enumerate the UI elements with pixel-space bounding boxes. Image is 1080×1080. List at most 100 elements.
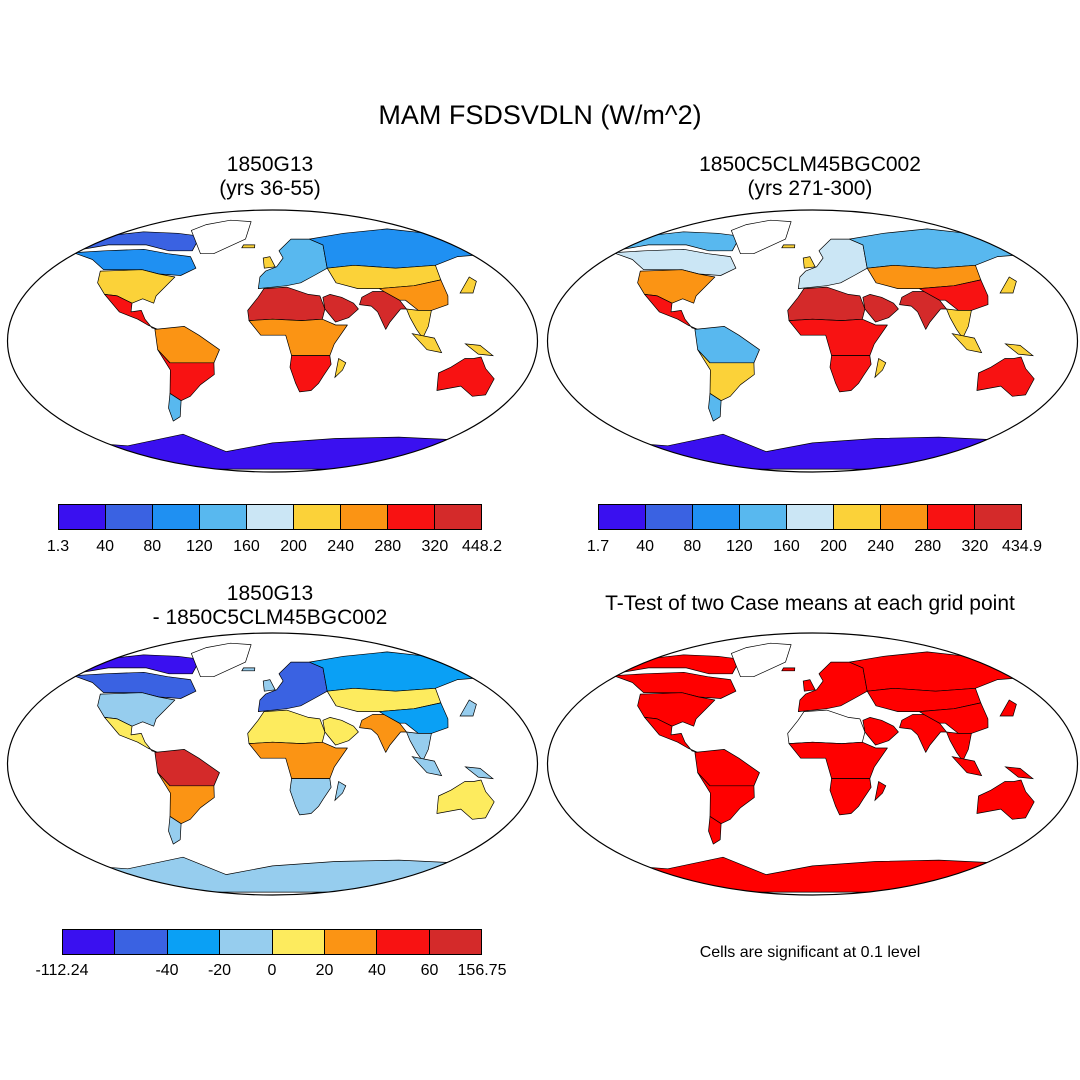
- region-mexico: [104, 717, 159, 753]
- region-island: [464, 343, 495, 357]
- region-south-africa: [829, 778, 872, 816]
- region-island: [951, 333, 983, 354]
- region-india: [359, 714, 407, 753]
- colorbar-tick-label: 320: [961, 538, 989, 555]
- region-greenland: [190, 219, 252, 255]
- region-australia: [436, 779, 495, 820]
- region-se-asia: [406, 308, 432, 339]
- region-canada: [596, 671, 737, 699]
- region-island: [262, 679, 276, 692]
- region-island: [464, 766, 495, 780]
- region-se-asia: [946, 731, 972, 762]
- region-arctic: [56, 231, 201, 255]
- region-patagonia: [708, 393, 722, 422]
- colorbar-swatch: [881, 505, 928, 529]
- colorbar-swatch: [200, 505, 247, 529]
- region-arctic: [596, 654, 741, 678]
- region-island: [411, 756, 443, 777]
- region-island: [874, 780, 887, 802]
- colorbar-tick-label: 80: [683, 538, 702, 555]
- region-island: [1042, 389, 1066, 409]
- colorbar-swatch: [324, 930, 378, 954]
- region-island: [874, 357, 887, 379]
- colorbar-tick-label: 160: [773, 538, 800, 555]
- region-island: [502, 812, 526, 832]
- colorbar-swatch: [787, 505, 834, 529]
- region-island: [334, 357, 347, 379]
- colorbar-diff: [62, 929, 482, 955]
- colorbar-swatch: [377, 930, 430, 954]
- region-island: [999, 276, 1017, 294]
- region-island: [459, 699, 477, 717]
- colorbar-swatch: [153, 505, 200, 529]
- region-sahara: [787, 286, 866, 321]
- colorbar-tick-label: 200: [280, 538, 307, 555]
- region-island: [502, 389, 526, 409]
- colorbar-swatch: [429, 930, 481, 954]
- colorbar-tick-label: 120: [725, 538, 753, 555]
- region-island: [999, 699, 1017, 717]
- colorbar-swatch: [435, 505, 481, 529]
- region-island: [241, 667, 256, 672]
- panel-title-line1: 1850G13: [226, 582, 314, 605]
- region-south-sa: [157, 349, 215, 402]
- colorbar-tick-label: 200: [820, 538, 847, 555]
- colorbar-tick-label: -20: [207, 962, 232, 979]
- colorbar-swatch: [106, 505, 153, 529]
- region-greenland: [190, 642, 252, 678]
- colorbar-tick-label: 1.7: [586, 538, 610, 555]
- colorbar-tick-label: 40: [636, 538, 655, 555]
- colorbar-swatch: [272, 930, 325, 954]
- panel-title-case2: 1850C5CLM45BGC002 (yrs 271-300): [610, 153, 1010, 201]
- colorbar-swatch: [388, 505, 435, 529]
- map-panel-case1: [6, 209, 539, 473]
- map-panel-case2: [546, 209, 1079, 473]
- map-panel-diff: [6, 632, 539, 896]
- colorbar-tick-label: 320: [421, 538, 449, 555]
- colorbar-swatch: [740, 505, 787, 529]
- region-siberia: [848, 651, 1037, 692]
- region-europe: [797, 238, 868, 289]
- colorbar-swatch: [834, 505, 881, 529]
- region-patagonia: [708, 816, 722, 845]
- region-west-africa: [788, 741, 888, 779]
- colorbar-tick-label: 1.3: [46, 538, 70, 555]
- colorbar-tick-label: 448.2: [461, 538, 503, 555]
- colorbar-swatch: [928, 505, 975, 529]
- panel-title-ttest: T-Test of two Case means at each grid po…: [545, 592, 1075, 616]
- region-west-africa: [788, 318, 888, 356]
- region-canada: [56, 248, 197, 276]
- colorbar-swatch: [975, 505, 1021, 529]
- colorbar-tick-label: 60: [420, 962, 439, 979]
- colorbar-case2: [598, 504, 1022, 530]
- colorbar-tick-label: 434.9: [1001, 538, 1043, 555]
- region-canada: [596, 248, 737, 276]
- figure-title: MAM FSDSVDLN (W/m^2): [378, 100, 702, 130]
- colorbar-swatch: [294, 505, 341, 529]
- colorbar-tick-label: 120: [185, 538, 213, 555]
- region-india: [899, 714, 947, 753]
- region-greenland: [730, 642, 792, 678]
- colorbar-swatch: [646, 505, 693, 529]
- region-south-africa: [289, 778, 332, 816]
- colorbar-labels-case2: 1.7 40 80 120 160 200 240 280 320 434.9: [587, 538, 1042, 558]
- region-sahara: [787, 709, 866, 744]
- region-india: [899, 291, 947, 330]
- significance-note: Cells are significant at 0.1 level: [699, 944, 921, 961]
- region-india: [359, 291, 407, 330]
- region-arctic: [596, 231, 741, 255]
- panel-title-line1: T-Test of two Case means at each grid po…: [605, 592, 1015, 615]
- region-island: [334, 780, 347, 802]
- region-europe: [797, 661, 868, 712]
- region-mexico: [644, 717, 699, 753]
- colorbar-swatch: [167, 930, 221, 954]
- colorbar-labels-case1: 1.3 40 80 120 160 200 240 280 320 448.2: [47, 538, 502, 558]
- region-island: [411, 333, 443, 354]
- region-arabia: [862, 717, 899, 746]
- region-europe: [257, 661, 328, 712]
- region-island: [802, 256, 816, 269]
- region-patagonia: [168, 393, 182, 422]
- colorbar-swatch: [59, 505, 106, 529]
- region-west-africa: [248, 318, 348, 356]
- region-se-asia: [406, 731, 432, 762]
